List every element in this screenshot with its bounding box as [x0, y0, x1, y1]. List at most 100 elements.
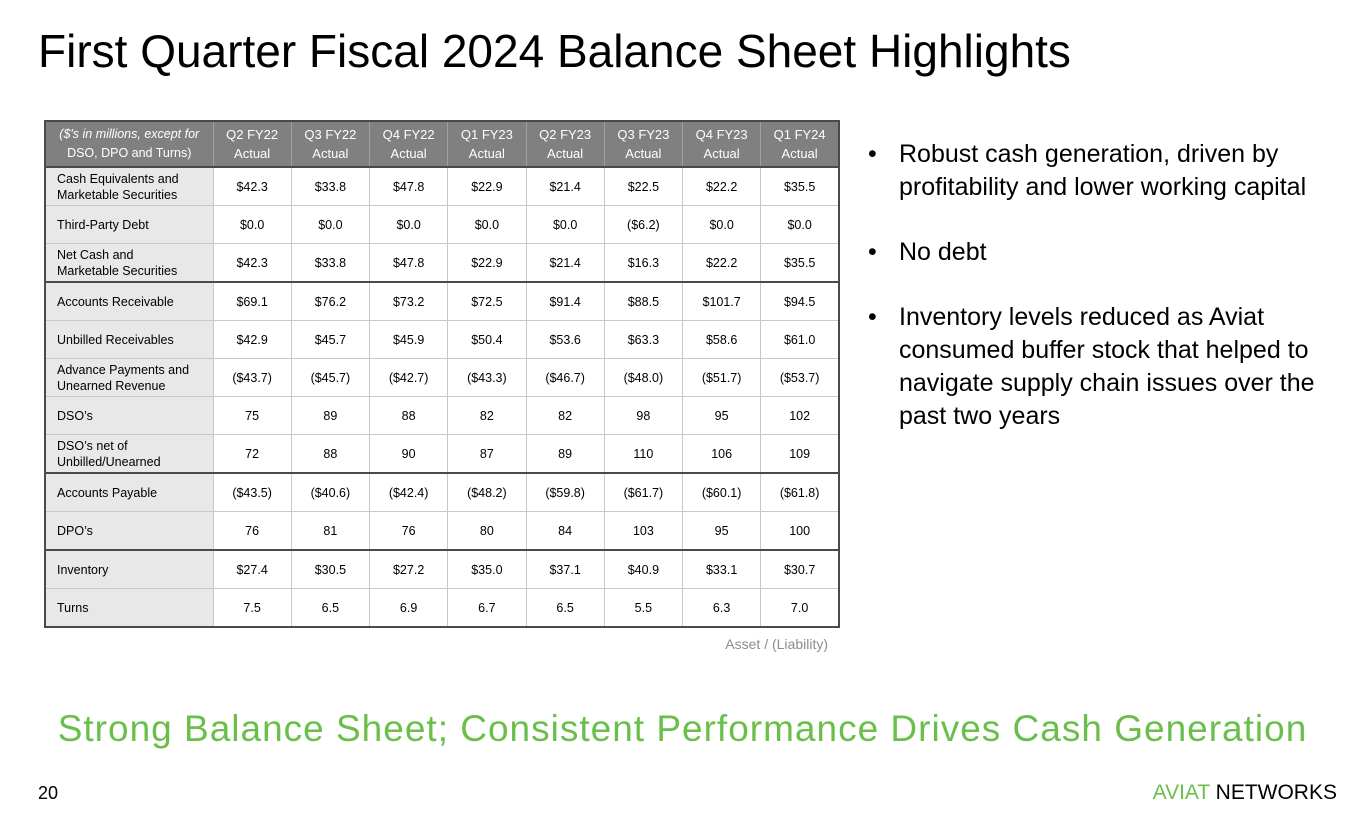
table-cell: 80 — [447, 511, 527, 551]
table-cell: $35.5 — [760, 166, 840, 206]
table-cell: $35.0 — [447, 549, 527, 589]
table-cell: $22.2 — [681, 243, 762, 283]
asset-liability-note: Asset / (Liability) — [725, 636, 828, 652]
corner-line-1: ($'s in millions, except for — [59, 127, 200, 141]
table-cell: $40.9 — [603, 549, 684, 589]
column-quarter: Q4 FY22 — [382, 127, 435, 142]
row-label-line: Marketable Securities — [57, 263, 178, 278]
row-label-line: Inventory — [57, 562, 109, 577]
table-cell: $101.7 — [681, 281, 762, 321]
row-label-line: Accounts Payable — [57, 485, 158, 500]
table-cell: 6.5 — [290, 588, 371, 628]
table-row: Unbilled Receivables $42.9 $45.7 $45.9 $50.4… — [44, 320, 840, 359]
column-quarter: Q3 FY22 — [304, 127, 357, 142]
table-cell: $53.6 — [525, 320, 605, 359]
column-quarter: Q2 FY23 — [539, 127, 592, 142]
table-row: Turns 7.5 6.5 6.9 6.7 6.5 5.5 6.3 7.0 — [44, 588, 840, 628]
table-row: DSO’s 75 89 88 82 82 98 95 102 — [44, 396, 840, 435]
table-cell: $63.3 — [603, 320, 684, 359]
column-header: Q2 FY23 Actual — [525, 121, 605, 168]
table-row: Accounts Receivable $69.1 $76.2 $73.2 $72.5 $… — [44, 281, 840, 321]
column-quarter: Q3 FY23 — [617, 127, 670, 142]
column-header: Q3 FY22 Actual — [290, 121, 370, 168]
table-cell: $45.9 — [368, 320, 449, 359]
brand-part-2: NETWORKS — [1215, 781, 1337, 804]
column-status: Actual — [312, 146, 349, 161]
table-cell: 103 — [603, 511, 684, 551]
table-cell: 88 — [290, 434, 371, 474]
row-label-line: Unbilled Receivables — [57, 332, 174, 347]
table-cell: ($61.7) — [603, 472, 684, 512]
table-cell: $30.7 — [760, 549, 840, 589]
table-cell: $47.8 — [368, 243, 449, 283]
row-label: Turns — [44, 588, 214, 628]
table-cell: ($43.7) — [212, 358, 292, 397]
table-cell: $21.4 — [525, 243, 605, 283]
table-cell: $33.8 — [290, 243, 371, 283]
row-label-line: DPO’s — [57, 523, 93, 538]
column-quarter: Q2 FY22 — [226, 127, 279, 142]
table-row: Advance Payments and Unearned Revenue ($43… — [44, 358, 840, 397]
table-header-row: ($'s in millions, except for DSO, DPO an… — [44, 121, 839, 168]
table-cell: ($59.8) — [525, 472, 605, 512]
row-label-line: DSO’s — [57, 408, 93, 423]
balance-sheet-table: ($'s in millions, except for DSO, DPO an… — [44, 120, 840, 628]
table-row: Inventory $27.4 $30.5 $27.2 $35.0 $37.1 $40.9 $… — [44, 549, 840, 589]
row-label: DSO’s net of Unbilled/Unearned — [44, 434, 214, 474]
table-cell: 6.5 — [525, 588, 605, 628]
table-cell: $21.4 — [525, 166, 605, 206]
brand-part-1: AVIAT — [1152, 781, 1210, 804]
table-cell: 98 — [603, 396, 684, 435]
bullet-text: No debt — [899, 238, 987, 266]
table-cell: $35.5 — [760, 243, 840, 283]
table-cell: $37.1 — [525, 549, 605, 589]
table-cell: 72 — [212, 434, 292, 474]
column-header: Q1 FY24 Actual — [760, 121, 839, 168]
row-label-line: Turns — [57, 600, 89, 615]
table-cell: ($46.7) — [525, 358, 605, 397]
table-cell: ($48.0) — [603, 358, 684, 397]
row-label-line: Advance Payments and — [57, 362, 190, 377]
row-label: Net Cash and Marketable Securities — [44, 243, 214, 283]
table-cell: $27.4 — [212, 549, 292, 589]
table-cell: $0.0 — [212, 205, 292, 244]
row-label-line: Unearned Revenue — [57, 378, 166, 393]
table-cell: $50.4 — [447, 320, 527, 359]
table-cell: $42.9 — [212, 320, 292, 359]
table-cell: $22.5 — [603, 166, 684, 206]
bullet-list: • Robust cash generation, driven by prof… — [868, 138, 1338, 465]
column-header: Q4 FY23 Actual — [681, 121, 761, 168]
row-label: Accounts Payable — [44, 472, 214, 512]
table-cell: $47.8 — [368, 166, 449, 206]
column-status: Actual — [547, 146, 584, 161]
table-cell: ($42.7) — [368, 358, 449, 397]
table-row: Net Cash and Marketable Securities $42.3 $3… — [44, 243, 840, 283]
row-label: Inventory — [44, 549, 214, 589]
table-cell: 90 — [368, 434, 449, 474]
brand-logo: AVIAT NETWORKS — [1153, 781, 1337, 805]
bullet-item: • Inventory levels reduced as Aviat cons… — [868, 301, 1338, 433]
table-cell: 7.5 — [212, 588, 292, 628]
bullet-marker: • — [868, 303, 877, 331]
table-cell: 88 — [368, 396, 449, 435]
bullet-text: Robust cash generation, driven by profit… — [899, 140, 1307, 201]
column-header: Q1 FY23 Actual — [447, 121, 526, 168]
row-label: Advance Payments and Unearned Revenue — [44, 358, 214, 397]
table-cell: $30.5 — [290, 549, 371, 589]
table-cell: ($60.1) — [681, 472, 762, 512]
table-cell: $16.3 — [603, 243, 684, 283]
table-cell: $0.0 — [760, 205, 840, 244]
table-cell: 109 — [760, 434, 840, 474]
page-number: 20 — [38, 783, 59, 803]
table-cell: ($51.7) — [681, 358, 762, 397]
table-cell: $0.0 — [290, 205, 371, 244]
table-cell: $58.6 — [681, 320, 762, 359]
row-label-line: Net Cash and — [57, 247, 134, 262]
table-cell: $88.5 — [603, 281, 684, 321]
row-label: Cash Equivalents and Marketable Securitie… — [44, 166, 214, 206]
table-cell: 87 — [447, 434, 527, 474]
table-row: Cash Equivalents and Marketable Securitie… — [44, 166, 840, 206]
column-status: Actual — [703, 146, 740, 161]
column-quarter: Q1 FY23 — [460, 127, 513, 142]
table-cell: 7.0 — [760, 588, 840, 628]
